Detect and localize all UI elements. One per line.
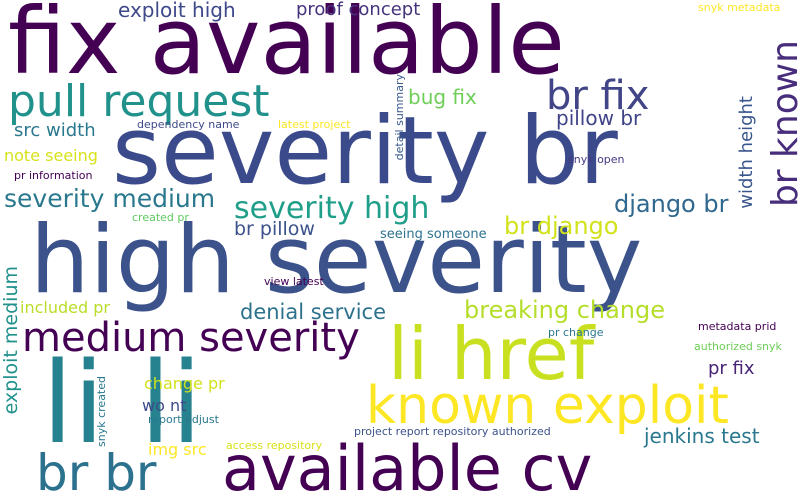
word-proof-concept: proof concept xyxy=(296,0,421,20)
word-latest-project: latest project xyxy=(278,118,351,131)
word-wo-nt: wo nt xyxy=(142,396,187,415)
word-fix-available: fix available xyxy=(8,0,565,95)
word-authorized-snyk: authorized snyk xyxy=(694,340,782,353)
word-report-adjust: report adjust xyxy=(148,413,219,426)
word-high-severity: high severity xyxy=(30,206,643,315)
word-br-br: br br xyxy=(36,444,157,500)
word-known-exploit: known exploit xyxy=(366,376,729,436)
word-access-repository: access repository xyxy=(226,439,323,452)
word-seeing-someone: seeing someone xyxy=(380,227,487,242)
word-django-br: django br xyxy=(614,190,729,218)
word-available-cv: available cv xyxy=(222,432,593,500)
word-project-report-repository-authorized: project report repository authorized xyxy=(354,425,551,438)
word-medium-severity: medium severity xyxy=(22,315,360,361)
word-included-pr: included pr xyxy=(20,298,110,317)
word-br-known: br known xyxy=(765,40,800,208)
word-metadata-prid: metadata prid xyxy=(698,320,777,333)
word-li-li: li li xyxy=(42,339,203,469)
word-denial-service: denial service xyxy=(240,300,386,324)
word-li-href: li href xyxy=(388,312,595,396)
word-severity-medium: severity medium xyxy=(4,184,216,213)
word-detail-summary: detail summary xyxy=(393,74,406,161)
word-dependency-name: dependency name xyxy=(137,118,240,131)
word-br-pillow: br pillow xyxy=(234,218,315,240)
word-note-seeing: note seeing xyxy=(4,146,98,165)
word-img-src: img src xyxy=(148,440,207,459)
word-width-height: width height xyxy=(736,96,757,209)
word-snyk-created: snyk created xyxy=(95,376,108,447)
word-snyk-open: snyk open xyxy=(568,153,625,166)
word-severity-br: severity br xyxy=(112,97,618,206)
word-severity-high: severity high xyxy=(234,191,430,226)
word-pillow-br: pillow br xyxy=(556,106,642,130)
word-pr-information: pr information xyxy=(14,169,93,182)
word-snyk-metadata: snyk metadata xyxy=(698,1,781,14)
word-bug-fix: bug fix xyxy=(408,85,477,109)
word-src-width: src width xyxy=(14,120,96,141)
word-change-pr: change pr xyxy=(144,374,225,393)
word-exploit-high: exploit high xyxy=(118,0,236,22)
word-jenkins-test: jenkins test xyxy=(644,424,760,448)
word-br-fix: br fix xyxy=(546,73,650,119)
word-br-django: br django xyxy=(504,212,619,240)
word-pull-request: pull request xyxy=(8,76,270,127)
word-view-latest: view latest xyxy=(264,275,324,288)
word-breaking-change: breaking change xyxy=(464,296,666,324)
word-created-pr: created pr xyxy=(132,211,189,224)
word-pr-change: pr change xyxy=(548,326,604,339)
word-pr-fix: pr fix xyxy=(708,358,755,379)
word-exploit-medium: exploit medium xyxy=(0,266,22,415)
